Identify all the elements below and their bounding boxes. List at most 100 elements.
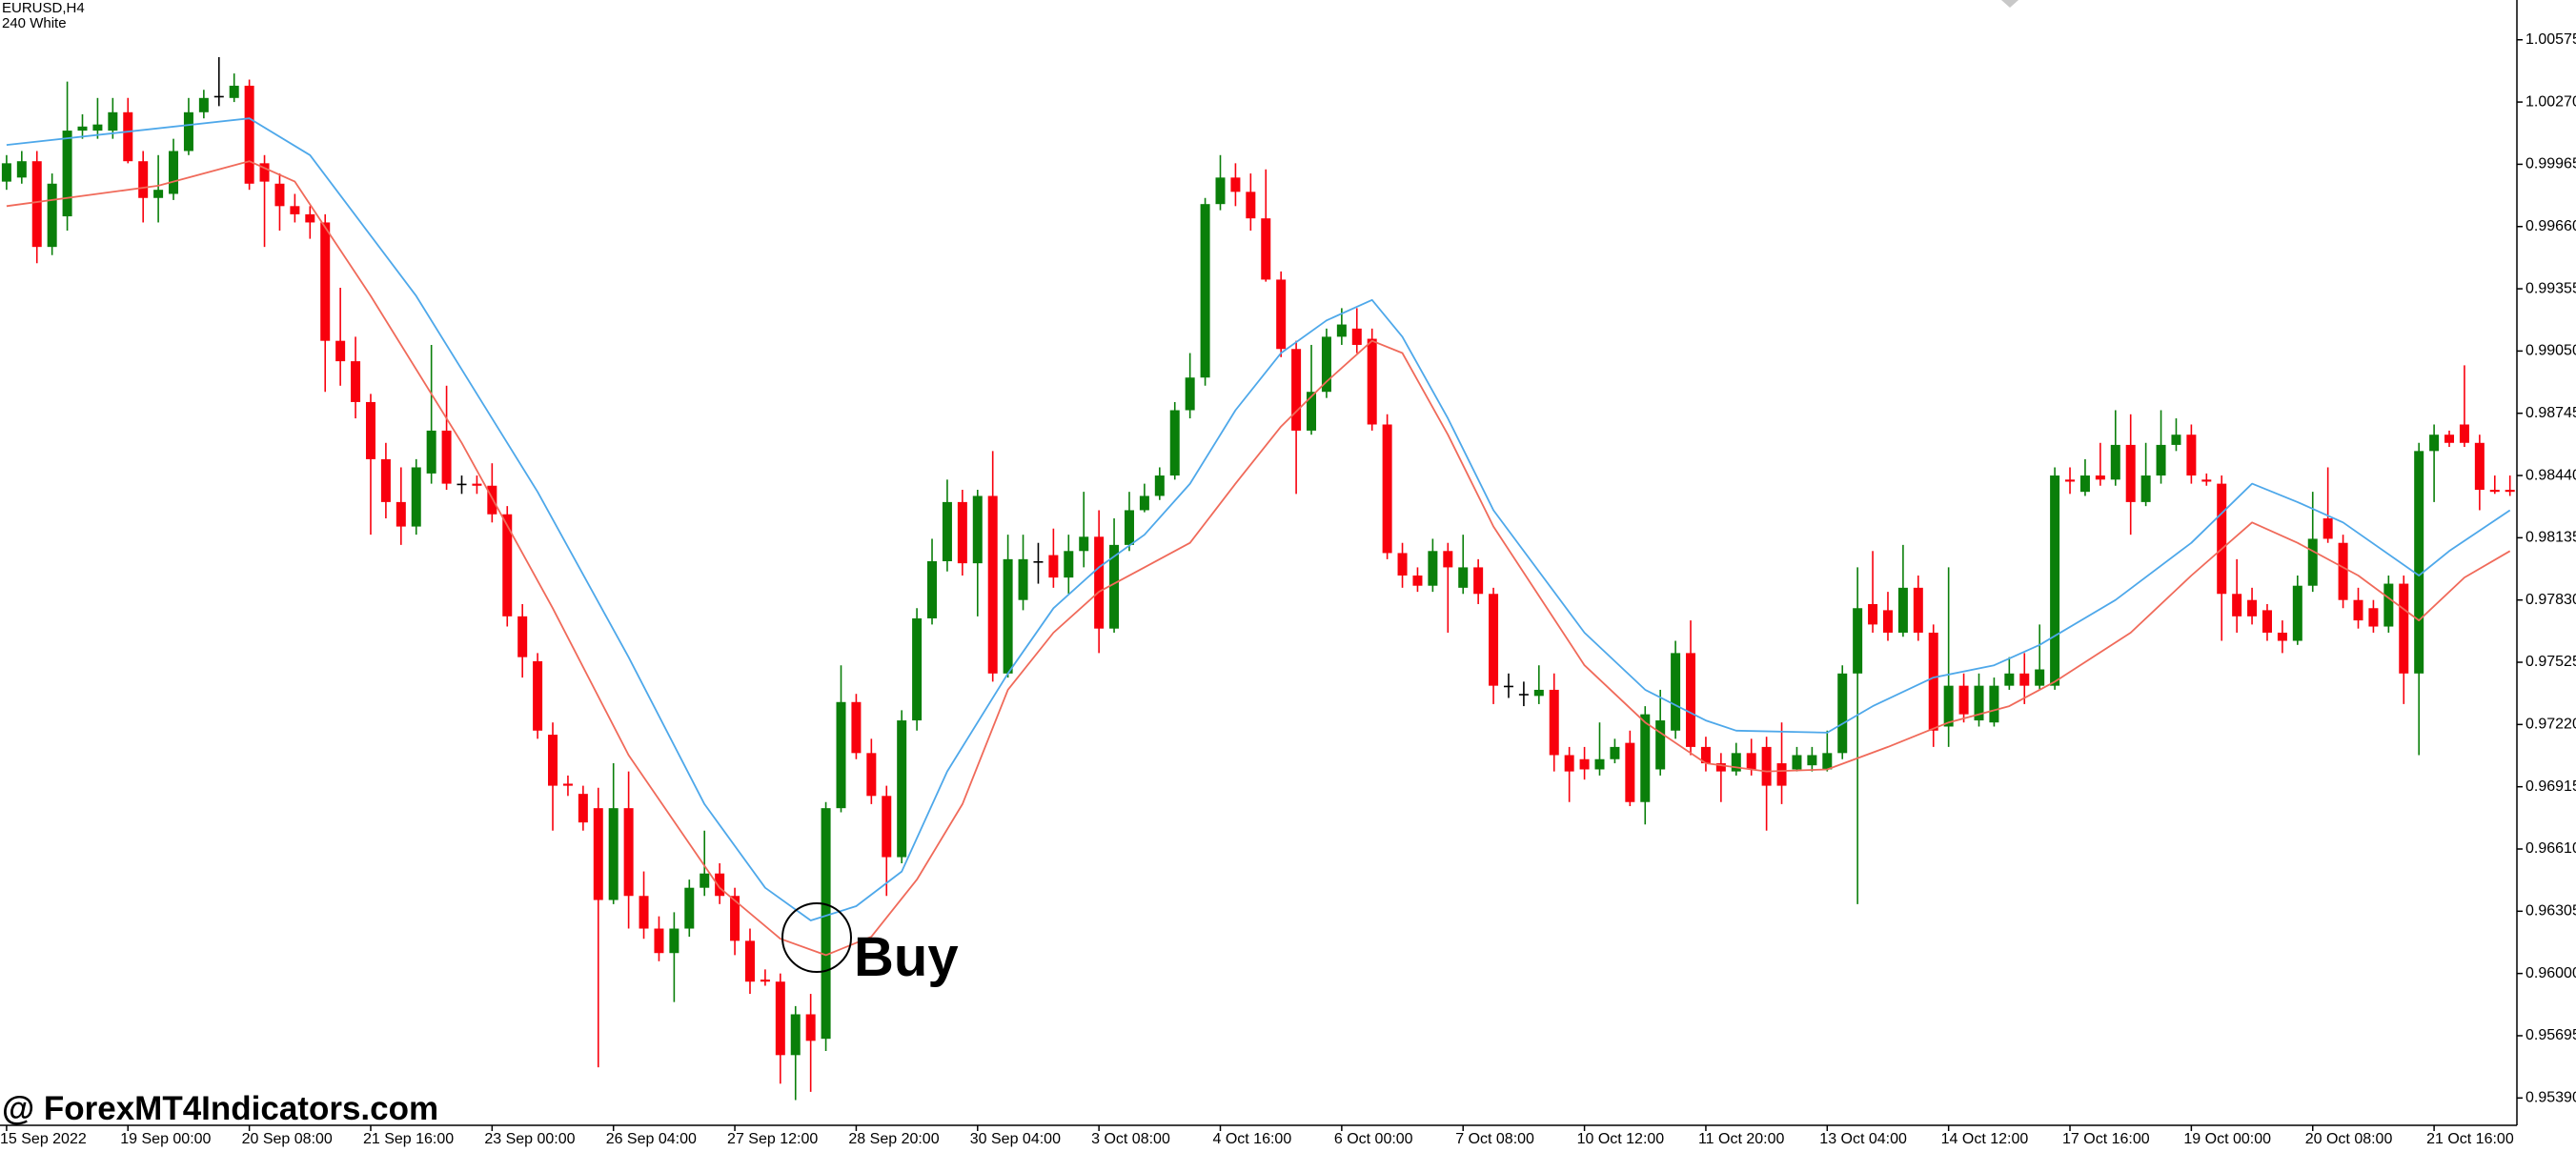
candle-body xyxy=(259,163,270,182)
candle-body xyxy=(213,95,224,98)
candle-body xyxy=(183,111,193,152)
candle-body xyxy=(1837,673,1848,754)
candle-body xyxy=(942,501,952,562)
y-tick-label: 0.97830 xyxy=(2525,592,2576,608)
candle-body xyxy=(1230,177,1241,192)
y-tick-label: 0.96305 xyxy=(2525,903,2576,920)
candle-body xyxy=(2383,583,2394,627)
moving-average-line xyxy=(6,160,2511,957)
candle-body xyxy=(2262,610,2272,633)
candle-body xyxy=(760,980,770,982)
candle-body xyxy=(623,808,634,897)
y-tick-label: 0.98135 xyxy=(2525,530,2576,546)
candle-body xyxy=(639,896,649,929)
candle-body xyxy=(92,124,103,131)
candle-body xyxy=(1792,755,1802,770)
x-tick-label: 30 Sep 04:00 xyxy=(970,1131,1061,1147)
candle-body xyxy=(2217,483,2227,595)
candle-body xyxy=(290,206,300,214)
candle-body xyxy=(411,467,421,527)
y-tick-label: 0.96610 xyxy=(2525,840,2576,857)
candle-body xyxy=(2399,583,2409,674)
candle-body xyxy=(441,430,452,484)
candle-body xyxy=(1215,177,1226,205)
candle-body xyxy=(2505,490,2515,493)
candle-body xyxy=(1625,742,1635,802)
candle-body xyxy=(1579,758,1590,770)
candle-body xyxy=(1351,328,1362,345)
candle-body xyxy=(1048,555,1059,578)
x-tick-label: 14 Oct 12:00 xyxy=(1941,1131,2029,1147)
y-tick-label: 0.99355 xyxy=(2525,280,2576,296)
candle-body xyxy=(2019,673,2030,686)
candle-body xyxy=(2338,542,2348,600)
y-tick-label: 1.00575 xyxy=(2525,31,2576,48)
candle-body xyxy=(1064,551,1074,578)
candle-body xyxy=(1458,567,1469,588)
moving-average-line xyxy=(6,117,2511,921)
candle-body xyxy=(108,111,118,131)
signal-circle xyxy=(781,902,852,973)
candle-body xyxy=(229,85,239,98)
buy-annotation: Buy xyxy=(854,926,959,988)
candle-body xyxy=(1109,544,1120,629)
y-tick-label: 0.99660 xyxy=(2525,218,2576,234)
candle-body xyxy=(77,126,88,131)
candle-body xyxy=(1928,632,1938,731)
candle-body xyxy=(1807,755,1817,766)
candle-body xyxy=(684,887,695,929)
candle-body xyxy=(927,561,938,618)
candle-body xyxy=(1154,475,1165,496)
candle-body xyxy=(1974,685,1984,721)
x-tick-label: 21 Oct 16:00 xyxy=(2426,1131,2514,1147)
candle-body xyxy=(380,458,391,502)
x-tick-label: 15 Sep 2022 xyxy=(0,1131,87,1147)
candle-body xyxy=(654,928,664,954)
candle-body xyxy=(1655,720,1666,770)
candle-body xyxy=(2368,608,2379,627)
candle-body xyxy=(1746,753,1756,770)
candle-body xyxy=(2201,479,2212,482)
candle-body xyxy=(1079,536,1089,552)
candle-body xyxy=(1397,553,1408,576)
candle-body xyxy=(365,401,375,459)
y-tick-label: 0.98440 xyxy=(2525,467,2576,483)
candle-body xyxy=(153,190,164,198)
x-tick-label: 23 Sep 00:00 xyxy=(484,1131,575,1147)
candle-body xyxy=(593,808,603,900)
candle-body xyxy=(2247,599,2258,616)
candle-body xyxy=(123,111,133,162)
candle-body xyxy=(1443,551,1453,568)
candle-body xyxy=(1533,689,1544,697)
candle-body xyxy=(1700,746,1711,764)
x-tick-label: 26 Sep 04:00 xyxy=(606,1131,697,1147)
candle-body xyxy=(912,617,923,721)
candle-body xyxy=(2095,475,2105,480)
y-tick-label: 0.95695 xyxy=(2525,1027,2576,1043)
candle-body xyxy=(2110,444,2120,480)
candle-body xyxy=(1715,763,1726,772)
candle-body xyxy=(1336,324,1347,337)
candle-body xyxy=(1200,204,1210,378)
candle-body xyxy=(2307,538,2318,586)
candle-body xyxy=(1549,689,1559,756)
candle-body xyxy=(2474,442,2485,491)
candle-body xyxy=(851,701,862,754)
candle-body xyxy=(2125,444,2136,502)
candle-body xyxy=(1246,192,1256,219)
candle-body xyxy=(2414,451,2424,674)
x-tick-label: 17 Oct 16:00 xyxy=(2062,1131,2150,1147)
candle-body xyxy=(1307,392,1317,431)
candle-body xyxy=(1610,746,1620,759)
candle-body xyxy=(1367,338,1377,425)
candle-body xyxy=(320,222,331,341)
candle-body xyxy=(2171,435,2181,445)
plot-area xyxy=(1,56,2515,1101)
x-tick-label: 20 Sep 08:00 xyxy=(242,1131,333,1147)
candle-body xyxy=(882,796,892,858)
y-tick-label: 0.96915 xyxy=(2525,778,2576,795)
candle-body xyxy=(1882,610,1893,633)
candle-body xyxy=(775,981,785,1056)
